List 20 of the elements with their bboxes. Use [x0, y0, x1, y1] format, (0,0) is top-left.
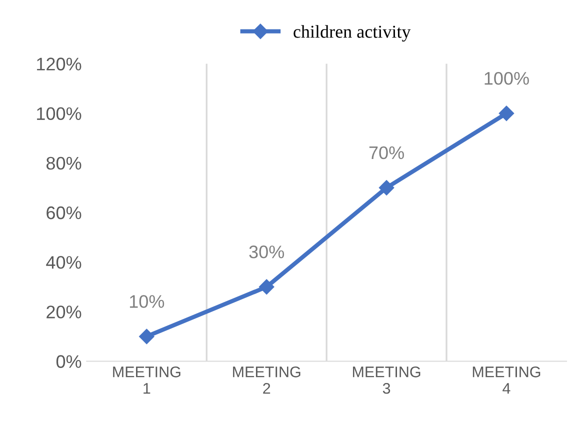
y-tick-label: 120%	[37, 58, 82, 70]
x-tick-label: MEETING 1	[113, 366, 180, 394]
x-tick-label: MEETING 4	[472, 366, 540, 394]
data-label: 30%	[249, 246, 284, 258]
data-label: 100%	[484, 72, 529, 85]
data-label: 10%	[130, 295, 164, 308]
legend-label: children activity	[294, 25, 411, 42]
point	[139, 328, 154, 344]
point	[378, 180, 394, 196]
y-tick-label: 40%	[46, 256, 82, 269]
y-tick-label: 100%	[37, 107, 82, 120]
y-tick-label: 60%	[46, 206, 82, 220]
x-tick-label: MEETING 2	[233, 366, 300, 394]
point	[259, 279, 274, 294]
y-tick-label: 20%	[46, 306, 82, 318]
point	[498, 106, 514, 121]
y-tick-label: 80%	[46, 156, 82, 170]
x-tick-label: MEETING 3	[352, 366, 420, 394]
data-label: 70%	[369, 146, 404, 160]
y-tick-label: 0%	[56, 355, 82, 368]
